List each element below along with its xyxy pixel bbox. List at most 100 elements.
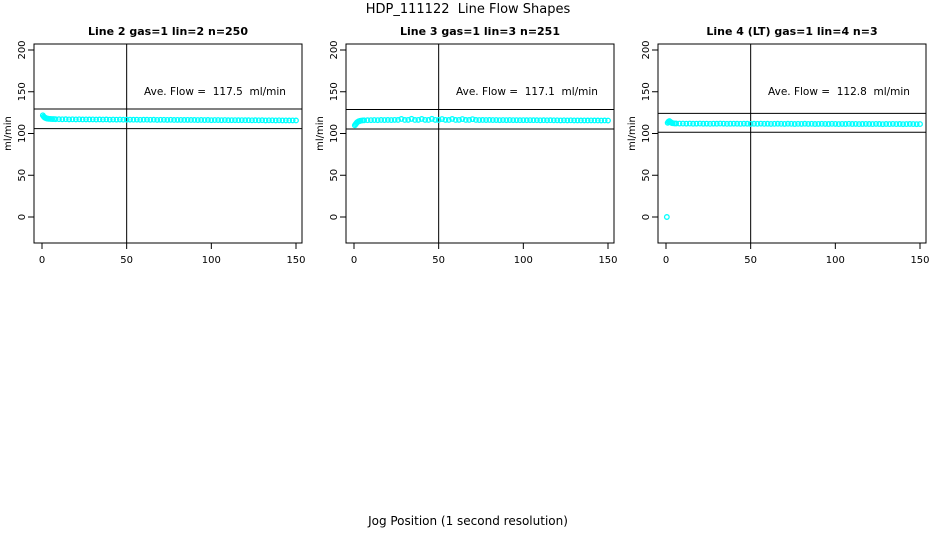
data-point: [245, 117, 252, 124]
data-point: [371, 117, 378, 124]
data-point: [768, 120, 774, 127]
data-point: [510, 117, 517, 124]
y-tick-label: 50: [17, 169, 28, 182]
data-point: [540, 117, 547, 124]
data-point: [869, 121, 876, 128]
data-point: [459, 116, 466, 123]
panel-title: Line 4 (LT) gas=1 lin=4 n=3: [706, 25, 878, 38]
data-point: [171, 117, 178, 123]
data-point: [232, 117, 238, 124]
y-axis-title: ml/min: [627, 116, 638, 151]
y-tick-label: 200: [17, 40, 28, 59]
data-point: [221, 117, 228, 124]
x-tick-label: 50: [744, 255, 757, 266]
data-point: [72, 116, 79, 123]
data-point: [825, 121, 832, 127]
data-point: [852, 120, 859, 127]
data-point: [130, 116, 137, 123]
flow-panel-line3: 0 50 100 150 0 50 100 150 200 ml/min Line 3 gas=1…: [312, 20, 624, 270]
data-point: [795, 120, 802, 127]
data-point: [472, 117, 479, 123]
plot-box: [657, 43, 927, 244]
data-point: [442, 116, 449, 123]
data-point: [269, 117, 276, 124]
data-point: [601, 117, 608, 124]
data-point: [567, 117, 574, 124]
data-point: [550, 117, 557, 124]
data-point: [469, 116, 476, 123]
y-tick-label: 200: [329, 40, 340, 59]
data-point: [445, 117, 452, 123]
data-point: [100, 116, 106, 123]
data-point: [523, 117, 530, 124]
data-point: [374, 117, 381, 124]
data-point: [439, 116, 446, 123]
data-point: [93, 116, 100, 123]
data-point: [496, 117, 503, 124]
data-point: [727, 120, 734, 127]
data-point: [181, 117, 188, 123]
data-point: [713, 120, 720, 127]
x-tick-label: 0: [39, 255, 45, 266]
data-point: [76, 116, 83, 123]
data-point: [564, 117, 571, 124]
data-point: [452, 117, 459, 123]
data-point: [910, 121, 917, 128]
data-point: [55, 116, 62, 123]
data-point: [913, 121, 920, 128]
data-point: [737, 120, 744, 127]
y-tick-label: 0: [329, 214, 340, 220]
data-point: [557, 117, 564, 124]
data-point: [757, 120, 764, 127]
data-point: [791, 121, 798, 127]
data-point: [384, 117, 391, 123]
y-tick-label: 150: [17, 82, 28, 101]
data-point: [150, 116, 157, 123]
data-point: [86, 116, 93, 123]
data-point: [483, 117, 490, 124]
data-point: [127, 116, 134, 123]
data-point: [896, 121, 903, 127]
data-point: [147, 116, 154, 123]
data-point: [818, 120, 825, 127]
panel-title: Line 2 gas=1 lin=2 n=250: [87, 25, 248, 38]
data-point: [720, 120, 727, 127]
data-point: [503, 117, 510, 124]
data-point: [66, 116, 73, 123]
data-point: [489, 117, 496, 124]
data-point: [493, 117, 500, 124]
data-point: [435, 117, 442, 123]
data-point: [432, 116, 439, 123]
data-point: [544, 117, 550, 124]
data-point: [717, 120, 724, 127]
data-point: [561, 117, 567, 124]
data-point: [418, 116, 425, 122]
data-point: [906, 121, 913, 127]
data-point: [533, 117, 540, 124]
data-point: [917, 121, 923, 128]
data-point: [859, 121, 866, 127]
data-point: [530, 117, 537, 124]
flow-plot-svg: 0 50 100 150 0 50 100 150 200 ml/min: [315, 40, 618, 266]
data-point: [876, 121, 883, 127]
data-point: [903, 121, 910, 128]
data-point: [527, 117, 534, 124]
data-point: [856, 121, 862, 128]
x-tick-label: 100: [826, 255, 845, 266]
data-point: [428, 115, 435, 122]
panel-title: Line 3 gas=1 lin=3 n=251: [399, 25, 560, 38]
y-tick-label: 100: [17, 124, 28, 143]
data-point: [425, 117, 432, 123]
data-point: [479, 117, 486, 123]
data-point: [174, 116, 181, 123]
y-tick-label: 100: [641, 124, 652, 143]
x-tick-label: 50: [120, 255, 133, 266]
data-point: [167, 116, 174, 123]
flow-panel-line4: 0 50 100 150 0 50 100 150 200 ml/min Line 4 (LT) …: [624, 20, 936, 270]
data-point: [730, 120, 737, 127]
data-point: [194, 117, 201, 124]
data-point: [690, 120, 697, 127]
data-point: [554, 117, 561, 124]
data-point: [842, 121, 849, 127]
data-point: [415, 116, 422, 123]
